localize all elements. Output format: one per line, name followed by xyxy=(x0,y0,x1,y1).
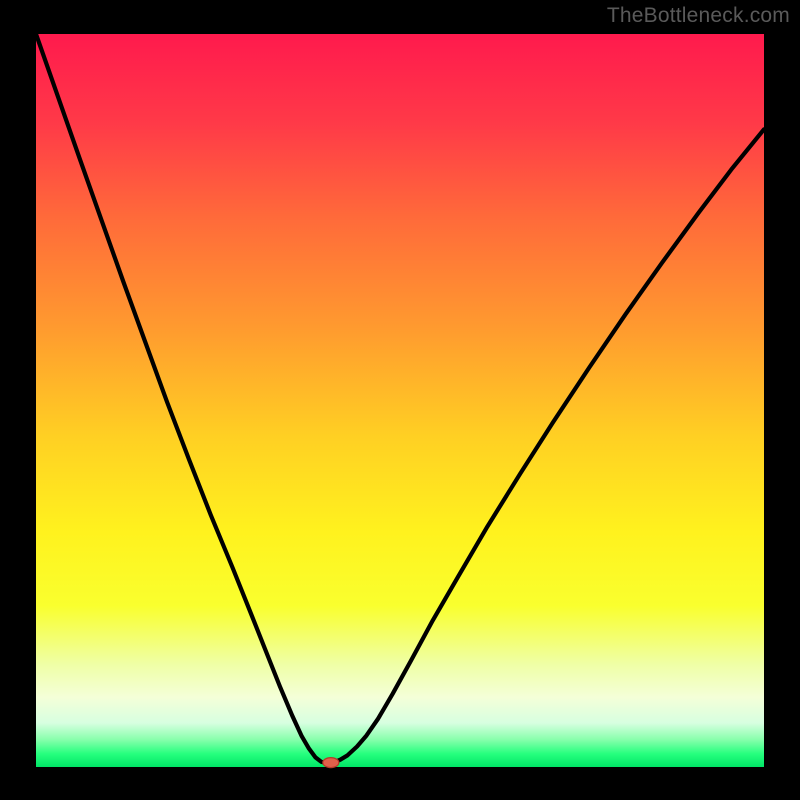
watermark-text: TheBottleneck.com xyxy=(607,4,790,28)
chart-svg xyxy=(0,0,800,800)
curve-tip-marker xyxy=(323,758,339,768)
plot-area xyxy=(36,34,764,767)
chart-container: TheBottleneck.com xyxy=(0,0,800,800)
